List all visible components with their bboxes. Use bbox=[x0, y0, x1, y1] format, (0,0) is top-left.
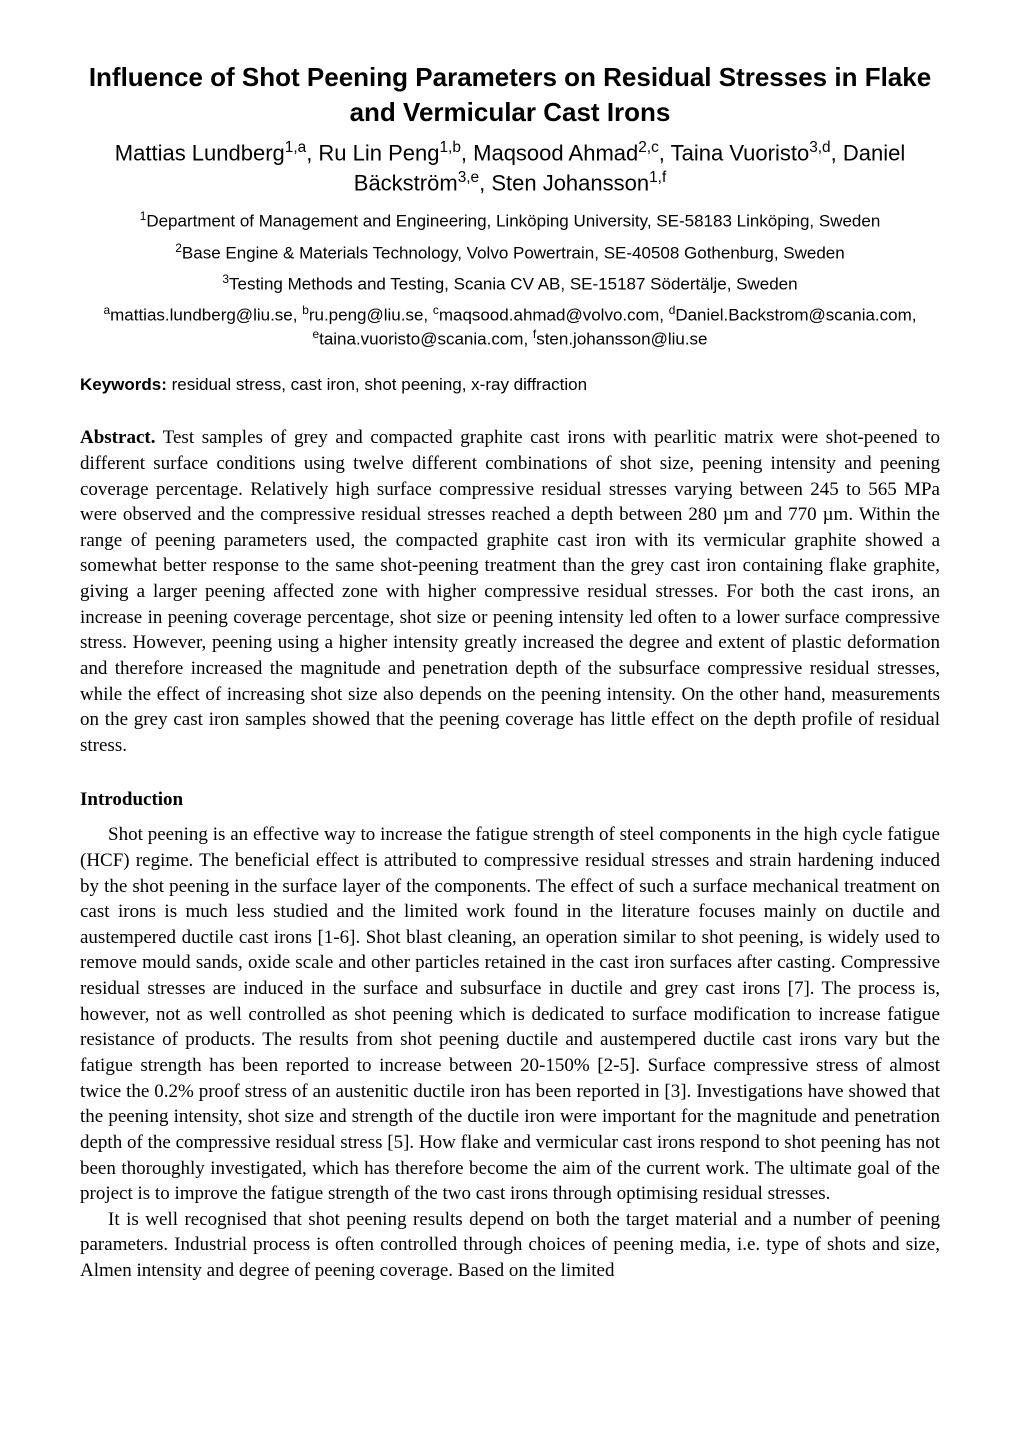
body-paragraph-2: It is well recognised that shot peening … bbox=[80, 1207, 940, 1284]
body-paragraph-1: Shot peening is an effective way to incr… bbox=[80, 822, 940, 1207]
keywords-label: Keywords: bbox=[80, 375, 167, 394]
section-heading-introduction: Introduction bbox=[80, 787, 940, 813]
affiliation-2: 2Base Engine & Materials Technology, Vol… bbox=[80, 240, 940, 266]
paper-title: Influence of Shot Peening Parameters on … bbox=[80, 60, 940, 130]
affiliation-3: 3Testing Methods and Testing, Scania CV … bbox=[80, 271, 940, 297]
abstract-text: Test samples of grey and compacted graph… bbox=[80, 427, 940, 756]
abstract-label: Abstract. bbox=[80, 427, 155, 448]
keywords-block: Keywords: residual stress, cast iron, sh… bbox=[80, 374, 940, 397]
abstract-block: Abstract. Test samples of grey and compa… bbox=[80, 425, 940, 758]
affiliation-1: 1Department of Management and Engineerin… bbox=[80, 208, 940, 234]
author-emails: amattias.lundberg@liu.se, bru.peng@liu.s… bbox=[80, 303, 940, 351]
author-list: Mattias Lundberg1,a, Ru Lin Peng1,b, Maq… bbox=[80, 138, 940, 198]
keywords-text: residual stress, cast iron, shot peening… bbox=[167, 375, 587, 394]
